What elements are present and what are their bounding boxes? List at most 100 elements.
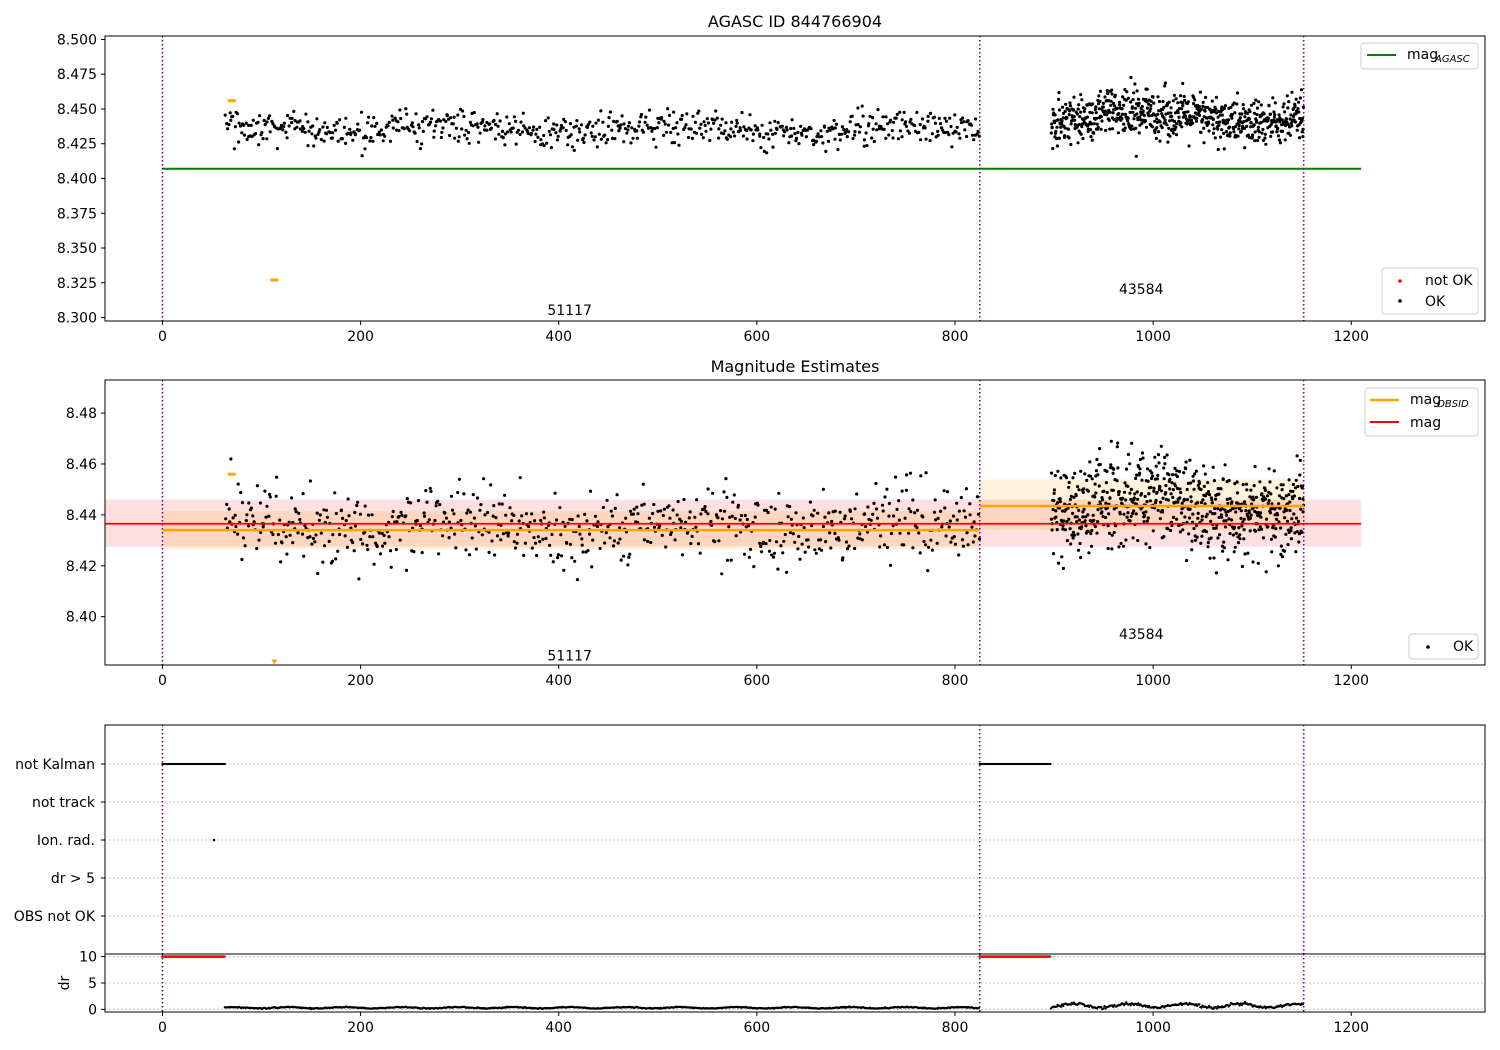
- data-point-ok: [1268, 112, 1272, 116]
- data-point-ok: [1092, 122, 1096, 126]
- data-point-ok: [607, 116, 611, 120]
- data-point-ok: [1277, 502, 1281, 506]
- data-point-ok: [1239, 509, 1243, 513]
- data-point-ok: [1167, 126, 1171, 130]
- data-point-ok: [924, 471, 928, 475]
- data-point-ok: [1093, 524, 1097, 529]
- data-point-ok: [698, 126, 702, 130]
- data-point-ok: [418, 523, 422, 528]
- data-point-ok: [659, 509, 663, 513]
- data-point-ok: [503, 493, 507, 497]
- data-point-ok: [1225, 497, 1229, 501]
- data-point-ok: [485, 120, 489, 125]
- data-point-ok: [388, 139, 393, 143]
- data-point-ok: [1281, 129, 1285, 133]
- data-point-ok: [292, 109, 296, 113]
- data-point-ok: [860, 538, 864, 542]
- data-point-ok: [1228, 134, 1232, 138]
- data-point-ok: [1126, 116, 1130, 120]
- data-point-ok: [735, 118, 739, 122]
- data-point-ok: [1199, 487, 1203, 492]
- data-point-ok: [785, 570, 789, 574]
- data-point-ok: [887, 133, 891, 137]
- data-point-ok: [961, 544, 966, 548]
- data-point-ok: [527, 524, 531, 529]
- dr-point: [1059, 1005, 1063, 1008]
- data-point-ok: [1179, 490, 1183, 495]
- data-point-ok: [542, 510, 546, 514]
- data-point-ok: [832, 118, 836, 123]
- data-point-ok: [819, 538, 823, 542]
- data-point-ok: [963, 128, 967, 132]
- data-point-ok: [733, 134, 737, 138]
- data-point-ok: [1097, 107, 1101, 111]
- data-point-ok: [585, 125, 590, 129]
- data-point-ok: [583, 512, 587, 517]
- data-point-ok: [1301, 105, 1305, 109]
- data-point-ok: [1055, 501, 1060, 505]
- data-point-ok: [885, 545, 890, 550]
- data-point-ok: [1072, 495, 1076, 499]
- data-point-ok: [897, 499, 901, 503]
- data-point-ok: [1289, 526, 1293, 530]
- data-point-ok: [251, 118, 255, 122]
- data-point-ok: [1061, 566, 1065, 571]
- obsid-label: 51117: [547, 648, 592, 664]
- data-point-ok: [331, 533, 335, 537]
- data-point-ok: [887, 514, 891, 518]
- data-point-ok: [1099, 115, 1103, 119]
- data-point-ok: [911, 498, 915, 502]
- data-point-ok: [907, 131, 912, 135]
- data-point-ok: [489, 483, 493, 487]
- data-point-ok: [1289, 529, 1293, 533]
- data-point-ok: [758, 134, 762, 138]
- data-point-ok: [1265, 517, 1269, 521]
- data-point-ok: [1175, 122, 1179, 126]
- data-point-ok: [1052, 488, 1056, 492]
- data-point-ok: [591, 538, 595, 542]
- data-point-ok: [1214, 95, 1218, 99]
- data-point-ok: [420, 142, 424, 146]
- data-point-ok: [258, 114, 262, 118]
- data-point-ok: [1094, 111, 1098, 115]
- data-point-ok: [1228, 508, 1233, 512]
- data-point-ok: [712, 121, 716, 125]
- data-point-ok: [1213, 136, 1217, 140]
- data-point-ok: [1263, 136, 1267, 140]
- data-point-ok: [622, 140, 626, 144]
- data-point-ok: [583, 133, 587, 137]
- data-point-ok: [1234, 531, 1238, 535]
- data-point-ok: [1162, 466, 1166, 470]
- flag-category-label: OBS not OK: [14, 909, 96, 925]
- data-point-ok: [1189, 118, 1193, 122]
- data-point-ok: [391, 509, 395, 514]
- data-point-ok: [870, 136, 874, 140]
- data-point-ok: [856, 536, 860, 540]
- data-point-ok: [1181, 528, 1185, 532]
- data-point-ok: [1185, 122, 1189, 126]
- data-point-ok: [1101, 514, 1105, 519]
- data-point-ok: [1165, 123, 1169, 127]
- data-point-ok: [488, 122, 492, 126]
- data-point-ok: [900, 135, 904, 139]
- data-point-ok: [690, 534, 694, 539]
- data-point-ok: [501, 136, 505, 140]
- data-point-ok: [876, 516, 880, 520]
- data-point-ok: [662, 119, 666, 123]
- legend-marker-ok-2: [1426, 645, 1430, 649]
- data-point-ok: [1245, 488, 1249, 492]
- data-point-ok: [918, 123, 922, 127]
- data-point-ok: [696, 542, 701, 546]
- data-point-ok: [1186, 110, 1190, 114]
- data-point-ok: [1145, 500, 1149, 504]
- data-point-ok: [1245, 124, 1249, 128]
- data-point-ok: [664, 545, 668, 549]
- data-point-ok: [1242, 517, 1246, 521]
- data-point-ok: [1173, 484, 1177, 488]
- data-point-ok: [1227, 517, 1231, 521]
- data-point-ok: [1131, 536, 1135, 540]
- data-point-ok: [1138, 115, 1142, 119]
- data-point-ok: [1136, 104, 1140, 108]
- data-point-ok: [495, 112, 499, 116]
- data-point-ok: [585, 519, 589, 523]
